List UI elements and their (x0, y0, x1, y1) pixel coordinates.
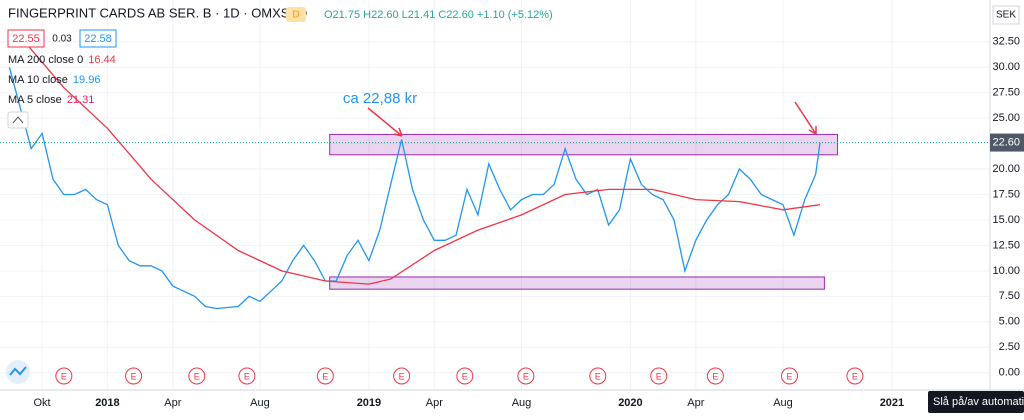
earnings-label: E (523, 371, 529, 381)
y-tick-label: 0.00 (999, 367, 1020, 379)
earnings-marker (125, 367, 143, 385)
earnings-label: E (61, 371, 67, 381)
zone (329, 276, 825, 290)
earnings-label: E (462, 371, 468, 381)
earnings-marker (706, 367, 724, 385)
currency-box (992, 5, 1020, 25)
y-tick-label: 30.00 (992, 61, 1020, 73)
chart-title: FINGERPRINT CARDS AB SER. B · 1D · OMXST… (8, 5, 307, 20)
y-tick-label: 20.00 (992, 163, 1020, 175)
arrow (794, 101, 817, 135)
y-tick-label: 32.50 (992, 36, 1020, 48)
collapse-button[interactable] (7, 111, 29, 129)
earnings-label: E (595, 371, 601, 381)
ohlc: O21.75 H22.60 L21.41 C22.60 +1.10 (+5.12… (324, 9, 553, 21)
earnings-label: E (399, 371, 405, 381)
earnings-marker (393, 367, 411, 385)
earnings-label: E (131, 371, 137, 381)
earnings-marker (316, 367, 334, 385)
currency: SEK (996, 10, 1016, 21)
earnings-label: E (656, 371, 662, 381)
logo-mark (9, 366, 27, 376)
x-tick-label: Aug (512, 397, 532, 409)
x-tick-label: Okt (33, 397, 50, 409)
bid-box[interactable] (7, 29, 45, 48)
legend-value: 16.44 (88, 54, 116, 66)
earnings-marker (650, 367, 668, 385)
legend-label: MA 5 close (8, 94, 62, 106)
earnings-label: E (787, 371, 793, 381)
earnings-marker (55, 367, 73, 385)
bid: 22.55 (12, 33, 40, 45)
y-tick-label: 2.50 (999, 341, 1020, 353)
tooltip-text: Slå på/av automatis (933, 396, 1024, 408)
earnings-marker (456, 367, 474, 385)
x-tick-label: 2019 (357, 397, 381, 409)
earnings-marker (517, 367, 535, 385)
annotation: ca 22,88 kr (343, 90, 417, 107)
earnings-label: E (322, 371, 328, 381)
y-tick-label: 12.50 (992, 239, 1020, 251)
last-price-label: 22.60 (992, 136, 1020, 148)
earnings-marker (589, 367, 607, 385)
y-tick-label: 10.00 (992, 265, 1020, 277)
ask-box[interactable] (79, 29, 117, 48)
earnings-label: E (194, 371, 200, 381)
y-tick-label: 17.50 (992, 188, 1020, 200)
x-tick-label: Apr (164, 397, 181, 409)
x-tick-label: Apr (687, 397, 704, 409)
ask: 22.58 (84, 33, 112, 45)
earnings-marker (846, 367, 864, 385)
earnings-label: E (712, 371, 718, 381)
collapse-icon (12, 116, 24, 124)
legend: MA 200 close 0 16.44 MA 10 close 19.96 MA 5 … (8, 54, 116, 106)
x-tick-label: 2021 (880, 397, 904, 409)
legend-value: 19.96 (73, 74, 101, 86)
earnings-marker (781, 367, 799, 385)
series-line (19, 36, 821, 285)
arrow (367, 107, 403, 137)
y-tick-label: 25.00 (992, 112, 1020, 124)
x-tick-label: Apr (426, 397, 443, 409)
legend-value: 21.31 (67, 94, 95, 106)
delay-badge-text: D (292, 10, 299, 21)
earnings-marker (238, 367, 256, 385)
x-tick-label: Aug (773, 397, 793, 409)
last-price-box (990, 133, 1024, 152)
delay-badge (286, 7, 306, 22)
x-tick-label: 2020 (618, 397, 642, 409)
legend-label: MA 10 close (8, 74, 68, 86)
grid (0, 0, 990, 390)
y-tick-label: 27.50 (992, 87, 1020, 99)
series-line (8, 67, 821, 310)
tooltip (928, 391, 1024, 413)
legend-label: MA 200 close 0 (8, 54, 83, 66)
y-tick-label: 7.50 (999, 290, 1020, 302)
earnings-label: E (244, 371, 250, 381)
y-tick-label: 15.00 (992, 214, 1020, 226)
x-tick-label: Aug (250, 397, 270, 409)
earnings-label: E (852, 371, 858, 381)
zone (329, 133, 838, 156)
x-tick-label: 2018 (95, 397, 119, 409)
spread: 0.03 (52, 34, 72, 45)
y-tick-label: 5.00 (999, 316, 1020, 328)
earnings-marker (188, 367, 206, 385)
